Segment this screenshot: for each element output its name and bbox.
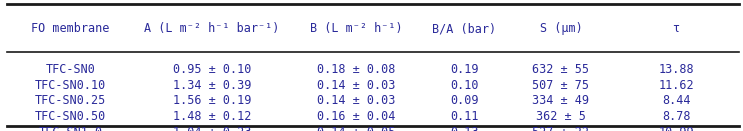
Text: TFC-SN0: TFC-SN0: [45, 63, 96, 76]
Text: 13.88: 13.88: [658, 63, 694, 76]
Text: 334 ± 49: 334 ± 49: [533, 94, 589, 107]
Text: B (L m⁻² h⁻¹): B (L m⁻² h⁻¹): [311, 22, 403, 35]
Text: TFC-SN0.10: TFC-SN0.10: [35, 79, 106, 92]
Text: B/A (bar): B/A (bar): [432, 22, 496, 35]
Text: 1.56 ± 0.19: 1.56 ± 0.19: [172, 94, 251, 107]
Text: 0.14 ± 0.05: 0.14 ± 0.05: [317, 126, 396, 131]
Text: 362 ± 5: 362 ± 5: [536, 110, 586, 123]
Text: FO membrane: FO membrane: [31, 22, 110, 35]
Text: TFC-SN0.25: TFC-SN0.25: [35, 94, 106, 107]
Text: τ: τ: [672, 22, 680, 35]
Text: 527 ± 22: 527 ± 22: [533, 126, 589, 131]
Text: 0.13: 0.13: [450, 126, 478, 131]
Text: S (µm): S (µm): [539, 22, 583, 35]
Text: A (L m⁻² h⁻¹ bar⁻¹): A (L m⁻² h⁻¹ bar⁻¹): [144, 22, 279, 35]
Text: 0.11: 0.11: [450, 110, 478, 123]
Text: 0.14 ± 0.03: 0.14 ± 0.03: [317, 79, 396, 92]
Text: TFC-SN1.0: TFC-SN1.0: [39, 126, 103, 131]
Text: 1.48 ± 0.12: 1.48 ± 0.12: [172, 110, 251, 123]
Text: 11.62: 11.62: [658, 79, 694, 92]
Text: 0.14 ± 0.03: 0.14 ± 0.03: [317, 94, 396, 107]
Text: 632 ± 55: 632 ± 55: [533, 63, 589, 76]
Text: 0.16 ± 0.04: 0.16 ± 0.04: [317, 110, 396, 123]
Text: 10.99: 10.99: [658, 126, 694, 131]
Text: 507 ± 75: 507 ± 75: [533, 79, 589, 92]
Text: 0.19: 0.19: [450, 63, 478, 76]
Text: 8.78: 8.78: [662, 110, 690, 123]
Text: 8.44: 8.44: [662, 94, 690, 107]
Text: 0.09: 0.09: [450, 94, 478, 107]
Text: TFC-SN0.50: TFC-SN0.50: [35, 110, 106, 123]
Text: 1.04 ± 0.23: 1.04 ± 0.23: [172, 126, 251, 131]
Text: 0.95 ± 0.10: 0.95 ± 0.10: [172, 63, 251, 76]
Text: 1.34 ± 0.39: 1.34 ± 0.39: [172, 79, 251, 92]
Text: 0.18 ± 0.08: 0.18 ± 0.08: [317, 63, 396, 76]
Text: 0.10: 0.10: [450, 79, 478, 92]
